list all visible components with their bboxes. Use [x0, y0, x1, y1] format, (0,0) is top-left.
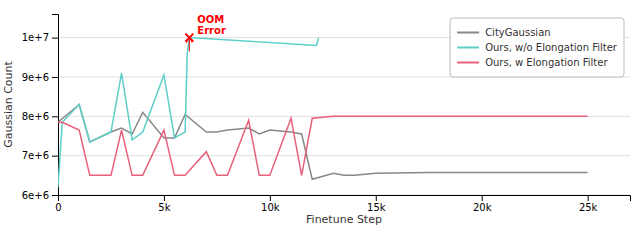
grid-line: [58, 155, 630, 156]
plot: 0 5k 10k 15k 20k 25k 6e+6 7e+6 8e+6 9e+6 1e+7 OOMEr…: [22, 14, 631, 213]
tick-label: 8e+6: [22, 111, 49, 122]
marker-stroke: [185, 34, 193, 42]
annotation-line: Error: [197, 25, 226, 36]
y-axis: 6e+6 7e+6 8e+6 9e+6 1e+7: [22, 15, 59, 201]
tick-mark: [52, 195, 58, 196]
tick-label: 20k: [473, 202, 492, 213]
legend: CityGaussian Ours, w/o Elongation Filter O…: [450, 18, 624, 77]
annotation-line: OOM: [197, 14, 224, 25]
legend-swatch: [457, 47, 479, 49]
legend-label: CityGaussian: [485, 27, 550, 38]
tick: 25k: [579, 195, 598, 213]
tick: 20k: [473, 195, 492, 213]
legend-label: Ours, w Elongation Filter: [485, 57, 608, 68]
legend-label: Ours, w/o Elongation Filter: [485, 42, 618, 53]
tick-mark: [52, 77, 58, 78]
tick-label: 0: [55, 202, 61, 213]
tick-label: 6e+6: [22, 190, 49, 201]
tick-mark: [52, 116, 58, 117]
tick: 0: [55, 195, 61, 213]
tick-mark: [588, 195, 589, 201]
tick: 1e+7: [22, 32, 58, 43]
legend-box: [450, 18, 624, 77]
legend-entry: Ours, w Elongation Filter: [457, 57, 608, 68]
legend-swatch: [457, 32, 479, 34]
tick-mark: [164, 195, 165, 201]
axis-line: [59, 196, 631, 202]
tick: 9e+6: [22, 72, 58, 83]
series-line: [58, 116, 588, 175]
tick: 6e+6: [22, 190, 58, 201]
chart: 0 5k 10k 15k 20k 25k 6e+6 7e+6 8e+6 9e+6 1e+7 OOMEr…: [0, 0, 640, 227]
tick: 5k: [158, 195, 170, 213]
tick: 8e+6: [22, 111, 58, 122]
tick-label: 10k: [261, 202, 280, 213]
tick: 15k: [367, 195, 386, 213]
tick-label: 9e+6: [22, 72, 49, 83]
legend-entry: Ours, w/o Elongation Filter: [457, 42, 618, 53]
annotations: OOMError: [185, 14, 226, 52]
tick-label: 1e+7: [22, 32, 49, 43]
tick-mark: [376, 195, 377, 201]
tick-label: 5k: [158, 202, 170, 213]
annotation-text: OOMError: [197, 14, 226, 36]
tick-label: 25k: [579, 202, 598, 213]
tick-mark: [270, 195, 271, 201]
tick: 10k: [261, 195, 280, 213]
tick-mark: [482, 195, 483, 201]
legend-swatch: [457, 62, 479, 64]
axis-line: [52, 15, 59, 196]
annotation-marker: [185, 34, 193, 42]
tick-label: 7e+6: [22, 150, 49, 161]
grid: [58, 38, 630, 195]
tick-mark: [52, 156, 58, 157]
tick: 7e+6: [22, 150, 58, 161]
annotation-arrow: [189, 38, 190, 52]
tick-label: 15k: [367, 202, 386, 213]
legend-entry: CityGaussian: [457, 27, 550, 38]
marker-stroke: [185, 34, 193, 42]
series-line: [58, 105, 588, 180]
tick-mark: [52, 38, 58, 39]
x-axis-title: Finetune Step: [306, 213, 382, 226]
x-axis: 0 5k 10k 15k 20k 25k: [55, 195, 630, 213]
series-line: [58, 38, 319, 188]
y-axis-title: Gaussian Count: [2, 61, 15, 148]
